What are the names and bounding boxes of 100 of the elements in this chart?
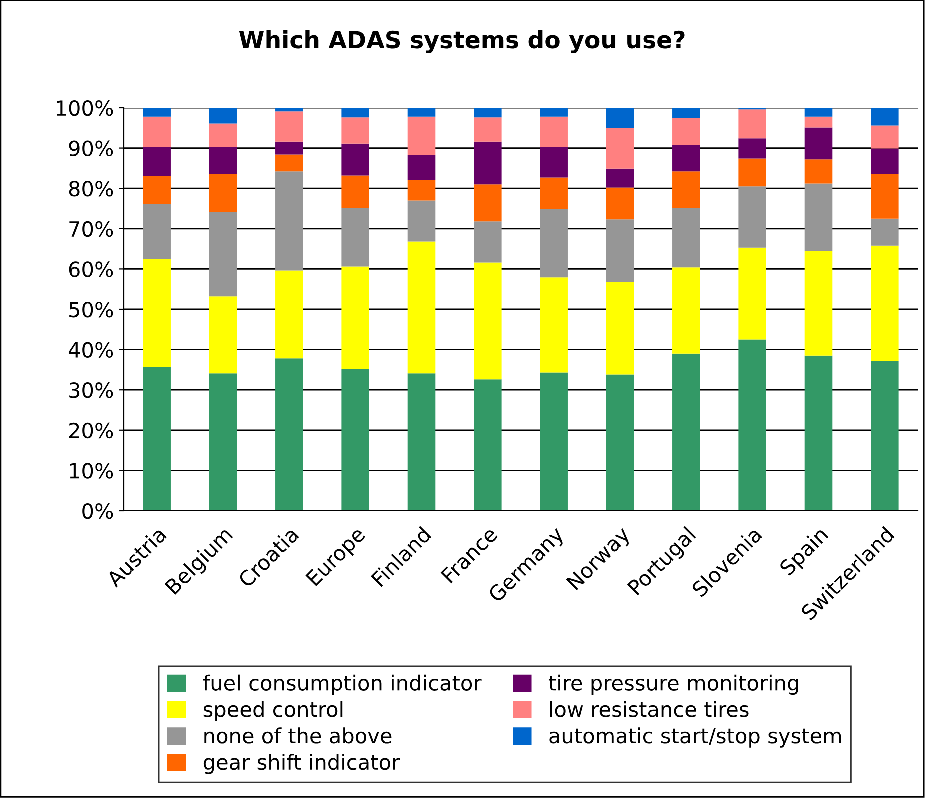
bar: [672, 354, 700, 511]
bar: [738, 248, 766, 340]
bar: [474, 262, 502, 380]
bar: [871, 174, 899, 219]
bar: [871, 148, 899, 174]
bar: [342, 208, 370, 267]
bar: [276, 142, 304, 155]
bar: [804, 160, 833, 184]
bar: [672, 108, 700, 118]
bar: [606, 374, 634, 511]
bar: [209, 147, 238, 174]
bar: [540, 116, 568, 148]
bar: [672, 118, 700, 146]
bar: [408, 108, 436, 117]
bar: [342, 266, 370, 370]
bar: [342, 176, 370, 208]
legend-label: none of the above: [204, 728, 392, 744]
bar: [871, 218, 899, 246]
bar: [342, 108, 370, 118]
bar: [209, 296, 238, 374]
legend-label: low resistance tires: [550, 701, 749, 718]
bar: [474, 118, 502, 142]
bar: [540, 108, 568, 117]
bar: [276, 358, 304, 511]
bar: [871, 108, 899, 126]
bar: [143, 260, 171, 368]
bar: [276, 108, 304, 112]
chart-title: Which ADAS systems do you use?: [239, 30, 685, 54]
bar: [276, 154, 304, 172]
y-tick-label: 60%: [69, 262, 114, 278]
bar: [408, 180, 436, 201]
bar: [804, 116, 833, 128]
bar: [408, 374, 436, 511]
bar: [342, 144, 370, 176]
bar: [540, 147, 568, 178]
bar: [738, 340, 766, 511]
bar: [738, 186, 766, 248]
y-tick-label: 30%: [70, 382, 114, 398]
bar: [474, 222, 502, 263]
bar: [738, 158, 766, 187]
legend-label: automatic start/stop system: [550, 728, 842, 748]
bar: [804, 356, 833, 511]
bar: [540, 278, 568, 373]
bar: [804, 251, 833, 356]
y-tick-label: 40%: [68, 342, 114, 358]
y-tick-label: 90%: [69, 140, 114, 157]
bar: [804, 108, 833, 117]
legend-label: fuel consumption indicator: [203, 674, 482, 695]
bar: [408, 116, 436, 156]
bar: [276, 270, 304, 359]
bar: [606, 168, 634, 188]
bar: [606, 282, 634, 375]
y-tick-label: 10%: [70, 463, 114, 479]
bar: [474, 108, 502, 118]
bar: [408, 200, 436, 242]
bar: [143, 147, 171, 177]
y-tick-label: 80%: [69, 181, 114, 197]
bar: [143, 108, 171, 117]
bar: [606, 188, 634, 220]
bar: [738, 110, 766, 139]
bar: [540, 372, 568, 511]
bar: [540, 178, 568, 210]
y-tick-label: 70%: [70, 221, 114, 238]
bar: [342, 118, 370, 144]
legend-label: gear shift indicator: [204, 754, 400, 774]
bar: [408, 242, 436, 374]
bar: [871, 246, 899, 362]
bar: [804, 184, 833, 252]
bar: [804, 128, 833, 160]
y-tick-label: 50%: [70, 302, 114, 318]
bar: [342, 370, 370, 511]
y-tick-label: 0%: [82, 503, 114, 520]
bar: [276, 112, 304, 142]
bar: [540, 210, 568, 278]
bar: [871, 361, 899, 511]
bar: [474, 380, 502, 511]
bar: [276, 172, 304, 271]
bar: [606, 108, 634, 129]
bar: [209, 108, 238, 124]
bar: [672, 268, 700, 354]
y-tick-label: 20%: [70, 422, 114, 439]
bar: [474, 184, 502, 222]
bar: [606, 220, 634, 282]
bar: [209, 174, 238, 212]
bar: [606, 128, 634, 169]
bar: [143, 116, 171, 148]
bar: [738, 138, 766, 159]
bar: [474, 142, 502, 185]
bar: [209, 124, 238, 148]
legend-label: tire pressure monitoring: [548, 674, 798, 695]
bar: [672, 208, 700, 268]
bar: [143, 204, 171, 260]
y-tick-label: 100%: [57, 100, 114, 116]
legend-label: speed control: [204, 701, 343, 722]
bar: [672, 172, 700, 208]
bar: [408, 156, 436, 181]
bar: [209, 374, 238, 511]
bar: [143, 176, 171, 204]
bar: [143, 368, 171, 511]
bar: [672, 145, 700, 172]
